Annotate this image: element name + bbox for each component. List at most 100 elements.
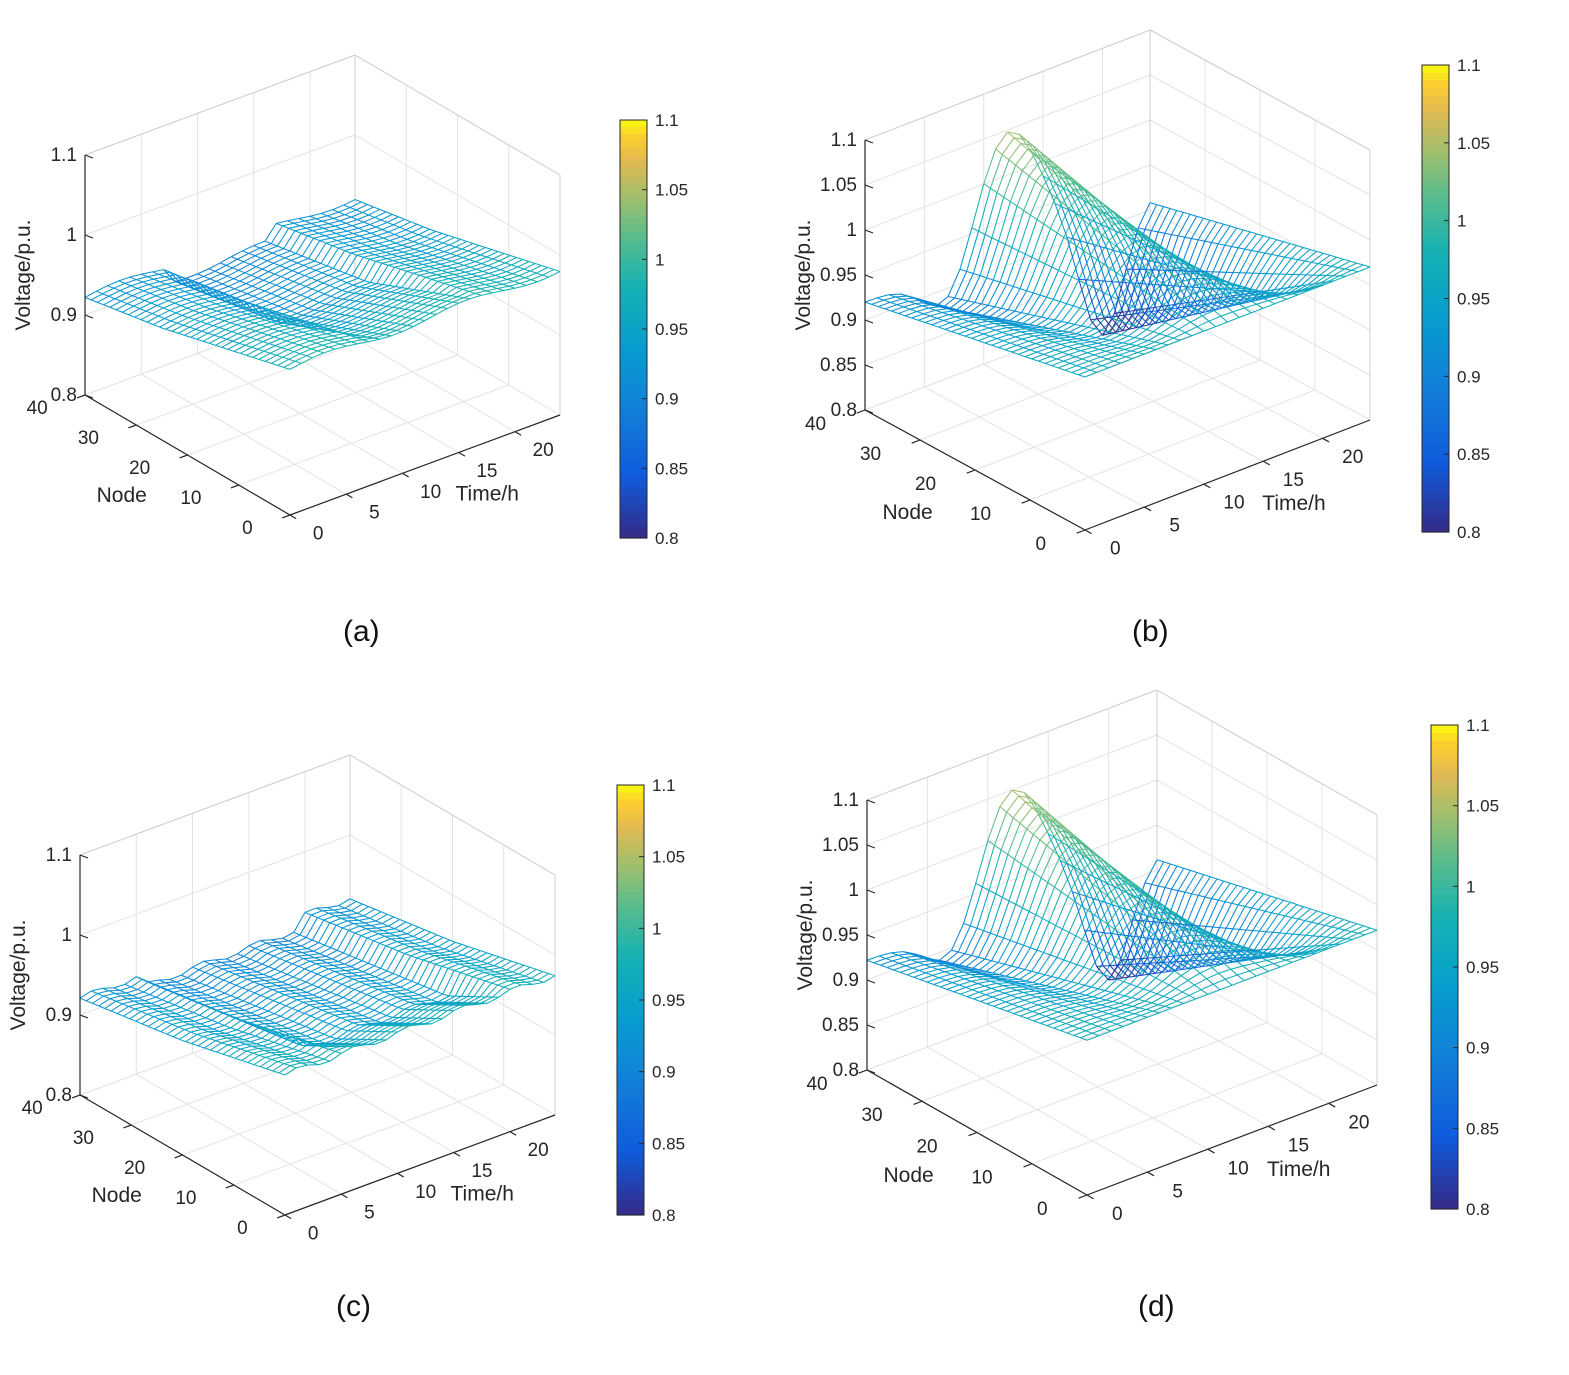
mesh-line — [209, 337, 220, 343]
mesh-line — [137, 288, 143, 290]
mesh-line — [468, 979, 479, 997]
mesh-line — [1156, 345, 1168, 350]
x-tick-label: 5 — [369, 503, 380, 524]
colorbar-segment — [1422, 228, 1449, 236]
mesh-line — [122, 312, 128, 314]
mesh-line — [335, 1051, 341, 1053]
mesh-line — [287, 966, 298, 974]
mesh-line — [203, 341, 209, 343]
mesh-line — [435, 1005, 446, 1010]
mesh-line — [274, 951, 285, 956]
mesh-line — [384, 991, 395, 992]
mesh-line — [1074, 349, 1081, 351]
mesh-line — [392, 254, 398, 256]
mesh-line — [311, 1010, 322, 1016]
mesh-line — [209, 1036, 220, 1039]
mesh-line — [317, 974, 323, 977]
mesh-line — [473, 243, 479, 245]
mesh-line — [435, 960, 446, 964]
mesh-line — [410, 1004, 421, 1009]
mesh-line — [423, 264, 429, 266]
mesh-line — [441, 307, 447, 308]
mesh-line — [282, 288, 288, 290]
mesh-line — [452, 955, 463, 957]
mesh-line — [285, 1068, 296, 1075]
mesh-line — [442, 962, 453, 966]
mesh-line — [214, 330, 225, 336]
mesh-line — [317, 324, 323, 325]
mesh-line — [1111, 343, 1123, 346]
mesh-line — [411, 1010, 422, 1018]
mesh-line — [538, 277, 549, 282]
mesh-line — [381, 220, 387, 222]
colorbar-segment — [620, 399, 647, 407]
colorbar-segment — [620, 343, 647, 351]
mesh-line — [404, 1004, 415, 1009]
mesh-line — [1033, 293, 1040, 295]
mesh-line — [360, 1025, 371, 1031]
mesh-line — [1013, 286, 1020, 288]
colorbar-segment — [620, 420, 647, 428]
mesh-line — [255, 256, 261, 258]
mesh-line — [226, 325, 237, 330]
mesh-line — [319, 296, 330, 302]
mesh-line — [898, 309, 910, 313]
mesh-line — [372, 289, 378, 290]
mesh-line — [213, 1025, 224, 1029]
mesh-line — [1080, 308, 1087, 310]
mesh-line — [256, 1006, 262, 1009]
mesh-line — [342, 1029, 348, 1031]
mesh-line — [453, 265, 464, 268]
colorbar-segment — [1422, 174, 1449, 182]
mesh-line — [425, 237, 431, 239]
mesh-line — [358, 317, 364, 318]
mesh-line — [1078, 336, 1090, 338]
mesh-line — [162, 298, 168, 300]
mesh-line — [265, 1055, 276, 1058]
mesh-line — [985, 234, 992, 237]
mesh-line — [382, 225, 393, 230]
mesh-line — [384, 291, 390, 292]
mesh-line — [418, 235, 424, 237]
mesh-line — [335, 1020, 346, 1026]
mesh-line — [1114, 361, 1121, 363]
mesh-line — [1010, 339, 1022, 343]
mesh-line — [1148, 341, 1155, 342]
mesh-line — [1130, 344, 1137, 345]
mesh-line — [407, 239, 413, 241]
mesh-line — [336, 921, 347, 925]
mesh-line — [402, 992, 413, 993]
mesh-line — [472, 274, 478, 276]
mesh-line — [360, 236, 366, 238]
mesh-line — [303, 1002, 309, 1005]
mesh-line — [317, 969, 328, 974]
mesh-line — [267, 992, 278, 998]
grid-line — [975, 360, 1260, 470]
mesh-line — [1214, 310, 1221, 316]
mesh-line — [282, 1021, 293, 1025]
mesh-line — [456, 247, 462, 249]
mesh-line — [309, 332, 320, 334]
mesh-line — [357, 963, 368, 969]
mesh-line — [161, 1032, 167, 1035]
mesh-line — [288, 350, 294, 352]
mesh-line — [383, 285, 389, 286]
mesh-line — [224, 321, 230, 323]
mesh-line — [363, 310, 369, 311]
mesh-line — [274, 263, 280, 265]
colorbar-segment — [1422, 182, 1449, 190]
mesh-line — [412, 264, 423, 266]
colorbar-segment — [1422, 119, 1449, 127]
grid-line — [183, 1055, 453, 1155]
mesh-line — [362, 248, 373, 250]
mesh-line — [278, 992, 284, 995]
colorbar-tick-label: 1.05 — [655, 181, 688, 200]
mesh-line — [318, 979, 329, 987]
mesh-line — [214, 335, 220, 337]
mesh-line — [530, 271, 536, 273]
mesh-line — [311, 273, 322, 278]
mesh-line — [449, 239, 460, 245]
mesh-line — [1069, 351, 1081, 355]
mesh-line — [1223, 224, 1230, 226]
mesh-line — [1121, 335, 1128, 336]
